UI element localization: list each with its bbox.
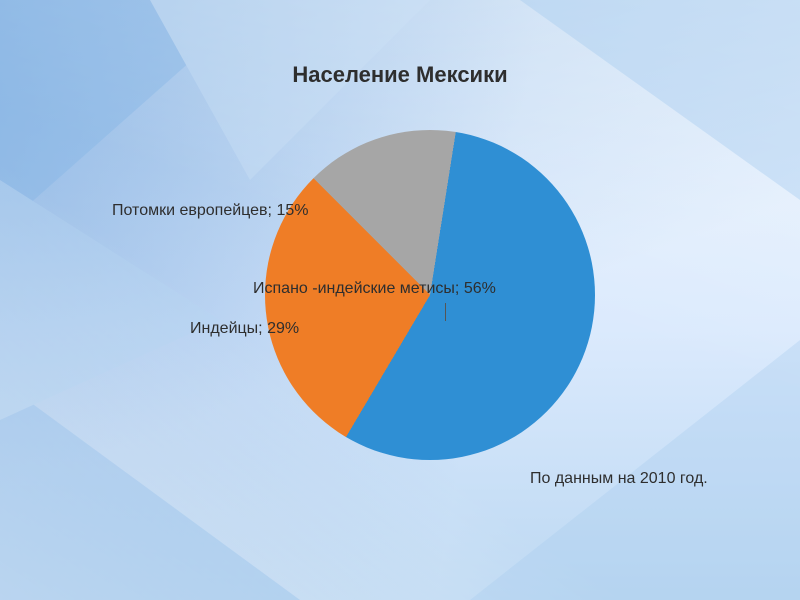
slice-label-mestizo: Испано -индейские метисы; 56% (253, 280, 496, 298)
center-tick (445, 303, 446, 321)
slice-label-european: Потомки европейцев; 15% (112, 202, 308, 220)
slide: Население Мексики Потомки европейцев; 15… (0, 0, 800, 600)
chart-title: Население Мексики (0, 62, 800, 88)
slice-label-indigenous: Индейцы; 29% (190, 320, 299, 338)
source-note: По данным на 2010 год. (530, 470, 708, 488)
